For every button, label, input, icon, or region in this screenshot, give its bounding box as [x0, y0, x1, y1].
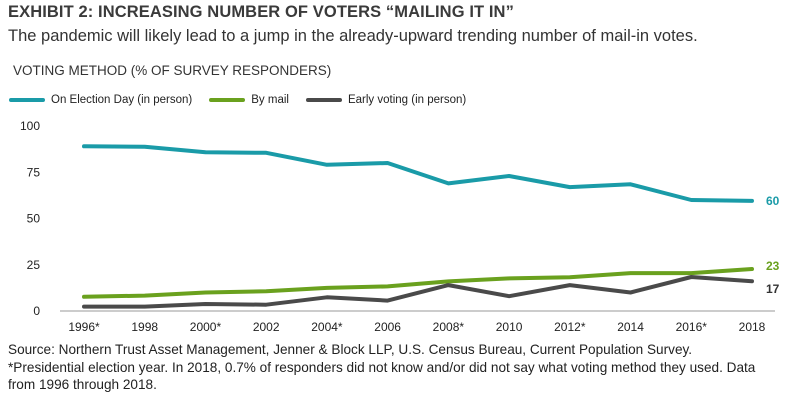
x-tick-label: 2010	[496, 320, 523, 334]
legend-item-election-day: On Election Day (in person)	[9, 94, 192, 106]
y-tick-label: 25	[27, 258, 41, 272]
x-tick-label: 2016*	[676, 320, 708, 334]
series-line-0	[82, 144, 754, 203]
y-tick-label: 0	[33, 304, 40, 318]
end-value-label: 17	[766, 282, 780, 296]
x-tick-label: 2000*	[190, 320, 222, 334]
series-line-1	[82, 267, 754, 299]
legend-item-early-voting: Early voting (in person)	[305, 94, 467, 106]
x-tick-label: 2012*	[554, 320, 586, 334]
x-tick-label: 2014	[617, 320, 644, 334]
exhibit-title: EXHIBIT 2: INCREASING NUMBER OF VOTERS “…	[8, 3, 514, 21]
x-tick-label: 1996*	[68, 320, 100, 334]
y-tick-label: 50	[27, 212, 41, 226]
y-tick-label: 100	[20, 119, 40, 133]
x-tick-label: 2004*	[311, 320, 343, 334]
end-value-label: 60	[766, 194, 780, 208]
x-tick-label: 2018	[739, 320, 766, 334]
end-value-label: 23	[766, 259, 780, 273]
legend-item-by-mail: By mail	[209, 94, 289, 106]
legend-swatch	[209, 98, 246, 102]
x-tick-label: 2006	[374, 320, 401, 334]
series-line-2	[82, 275, 754, 309]
exhibit-subtitle: The pandemic will likely lead to a jump …	[8, 27, 698, 45]
x-tick-label: 1998	[131, 320, 158, 334]
y-tick-label: 75	[27, 165, 41, 179]
legend-label: Early voting (in person)	[347, 94, 467, 106]
x-tick-label: 2008*	[433, 320, 465, 334]
source-note: Source: Northern Trust Asset Management,…	[8, 342, 756, 392]
chart-legend: On Election Day (in person) By mail Earl…	[9, 92, 483, 108]
legend-swatch	[9, 98, 45, 102]
chart-title: VOTING METHOD (% OF SURVEY RESPONDERS)	[13, 63, 332, 78]
legend-swatch	[305, 98, 342, 102]
x-tick-label: 2002	[253, 320, 280, 334]
legend-label: By mail	[251, 94, 289, 106]
legend-label: On Election Day (in person)	[51, 94, 193, 106]
